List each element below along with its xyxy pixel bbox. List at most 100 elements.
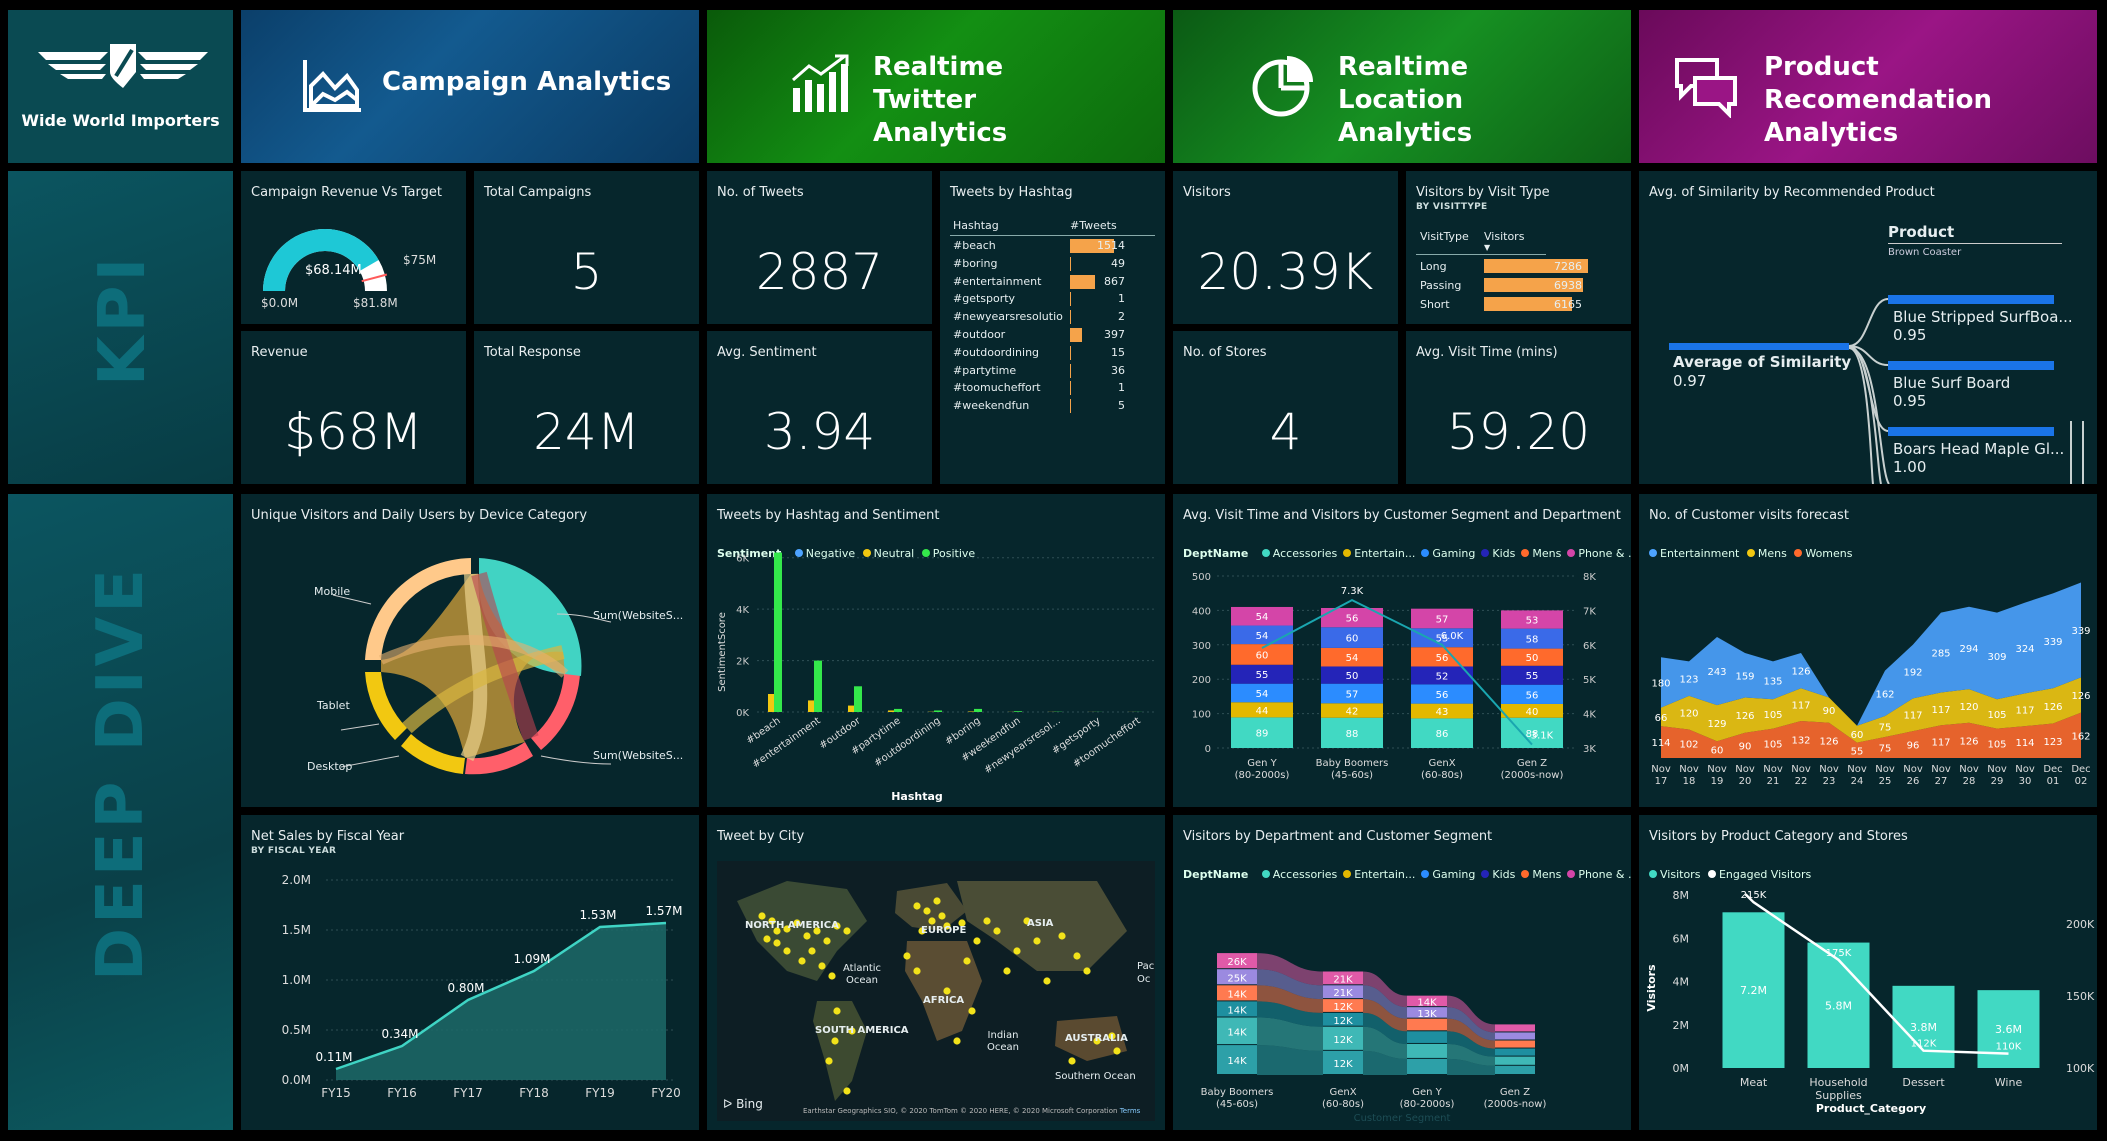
total-campaigns-card[interactable]: Total Campaigns 5 xyxy=(474,171,699,324)
legend-item[interactable]: Mens xyxy=(1757,547,1787,560)
legend-item[interactable]: Accessories xyxy=(1272,868,1338,881)
legend-item[interactable]: Entertain... xyxy=(1354,547,1416,560)
header-twitter-analytics[interactable]: Realtime Twitter Analytics xyxy=(707,10,1165,163)
legend-item[interactable]: Womens xyxy=(1805,547,1853,560)
campaign-revenue-gauge-card[interactable]: Campaign Revenue Vs Target $68.14M $75M … xyxy=(241,171,466,324)
tweets-count-card[interactable]: No. of Tweets 2887 xyxy=(707,171,932,324)
legend-item[interactable]: Mens xyxy=(1532,868,1562,881)
header-location-analytics[interactable]: Realtime Location Analytics xyxy=(1173,10,1631,163)
legend-item[interactable]: Entertainment xyxy=(1660,547,1740,560)
net-sales-chart[interactable]: Net Sales by Fiscal Year BY FISCAL YEAR … xyxy=(241,815,699,1130)
visitors-by-visit-type-card[interactable]: Visitors by Visit Type BY VISITTYPE Visi… xyxy=(1406,171,1631,324)
table-row[interactable]: #toomucheffort 1 xyxy=(950,379,1155,396)
visitors-card[interactable]: Visitors 20.39K xyxy=(1173,171,1398,324)
total-response-card[interactable]: Total Response 24M xyxy=(474,331,699,484)
hashtag-cell: #weekendfun xyxy=(953,399,1030,413)
value-label: 1.57M xyxy=(645,904,682,918)
visit-time-segment-chart[interactable]: Avg. Visit Time and Visitors by Customer… xyxy=(1173,494,1631,807)
x-tick-label: #entertainment xyxy=(751,715,823,770)
revenue-card[interactable]: Revenue $68M xyxy=(241,331,466,484)
x-tick-label: #newyearsresol... xyxy=(982,715,1062,776)
table-row[interactable]: #outdoordining 15 xyxy=(950,344,1155,361)
table-row[interactable]: #boring 49 xyxy=(950,255,1155,272)
root-label[interactable]: Average of Similarity xyxy=(1673,353,1852,371)
ribbon-chart[interactable]: 26K25K14K14K14K14K21K21K12K12K12K12K14K1… xyxy=(1173,815,1631,1130)
table-row[interactable]: #weekendfun 5 xyxy=(950,397,1155,414)
table-row[interactable]: #entertainment 867 xyxy=(950,273,1155,290)
terms-link[interactable]: Terms xyxy=(1119,1107,1141,1115)
legend-item[interactable]: Visitors xyxy=(1660,868,1701,881)
deep-dive-section-label: DEEP DIVE xyxy=(8,494,233,1130)
chord-diagram[interactable] xyxy=(241,494,699,807)
avg-visit-time-card[interactable]: Avg. Visit Time (mins) 59.20 xyxy=(1406,331,1631,484)
stores-card[interactable]: No. of Stores 4 xyxy=(1173,331,1398,484)
legend-item[interactable]: Neutral xyxy=(873,547,915,560)
bar-label: 7.2M xyxy=(1740,984,1767,997)
legend-item[interactable]: Negative xyxy=(805,547,856,560)
legend-item[interactable]: Kids xyxy=(1492,868,1516,881)
segment-stacked-chart[interactable]: 0 3K 100 4K 200 5K 300 6K 400 7K 500 8K 89 44 54 55 60 54… xyxy=(1173,494,1631,807)
credits-text: Earthstar Geographics SIO, © 2020 TomTom… xyxy=(803,1107,1118,1115)
table-row[interactable]: #outdoor 397 xyxy=(950,326,1155,343)
dept-segment-ribbon-chart[interactable]: Visitors by Department and Customer Segm… xyxy=(1173,815,1631,1130)
table-row[interactable]: #newyearsresolutio 2 xyxy=(950,308,1155,325)
product-combo-chart[interactable]: 0M 2M 4M 6M 8M 100K 150K 200K Visitors 7.2M Meat 5.… xyxy=(1639,815,2097,1130)
device-category-chord-chart[interactable]: Unique Visitors and Daily Users by Devic… xyxy=(241,494,699,807)
level-title[interactable]: Product xyxy=(1888,223,1955,241)
avg-sentiment-card[interactable]: Avg. Sentiment 3.94 xyxy=(707,331,932,484)
table-row[interactable]: #partytime 36 xyxy=(950,362,1155,379)
segment-label: 14K xyxy=(1227,989,1247,1000)
legend-dot xyxy=(1261,549,1270,557)
data-bar xyxy=(1070,310,1071,325)
legend-item[interactable]: Mens xyxy=(1532,547,1562,560)
header-product-recommendation[interactable]: Product Recomendation Analytics xyxy=(1639,10,2097,163)
legend-item[interactable]: Entertain... xyxy=(1354,868,1416,881)
legend-item[interactable]: Phone & ... xyxy=(1578,547,1631,560)
forecast-ribbon-chart[interactable]: 114 102 60 90 105 132 126 55 75 96 117 126 105 114 123… xyxy=(1639,494,2097,807)
table-row[interactable]: Passing 6938 xyxy=(1416,276,1621,294)
legend-item[interactable]: Phone & ... xyxy=(1578,868,1631,881)
similarity-decomposition-tree[interactable]: Avg. of Similarity by Recommended Produc… xyxy=(1639,171,2097,484)
ribbon-band xyxy=(1447,995,1495,1033)
ribbon-column-segment xyxy=(1323,1026,1363,1050)
data-bar xyxy=(1070,292,1071,307)
sentiment-bar-chart[interactable]: 0K2K4K6KSentimentScore#beach#entertainme… xyxy=(707,494,1165,807)
sort-desc-icon[interactable]: ▼ xyxy=(1484,243,1491,252)
header-campaign-analytics[interactable]: Campaign Analytics xyxy=(241,10,699,163)
legend-item[interactable]: Gaming xyxy=(1432,868,1476,881)
legend-item[interactable]: Positive xyxy=(932,547,976,560)
stack-segment xyxy=(1411,666,1473,685)
node-label[interactable]: Boars Head Maple Gl... xyxy=(1893,440,2065,458)
node-label[interactable]: Blue Stripped SurfBoa... xyxy=(1893,308,2073,326)
stack-segment xyxy=(1231,664,1293,684)
node-value: 0.95 xyxy=(1893,392,1927,410)
product-category-chart[interactable]: Visitors by Product Category and Stores … xyxy=(1639,815,2097,1130)
node-label[interactable]: Blue Surf Board xyxy=(1893,374,2011,392)
col-header-hashtag[interactable]: Hashtag xyxy=(953,219,999,232)
table-row[interactable]: #beach 1514 xyxy=(950,237,1155,254)
ribbon-label: 75 xyxy=(1879,744,1892,755)
legend-item[interactable]: Gaming xyxy=(1432,547,1476,560)
legend-item[interactable]: Kids xyxy=(1492,547,1516,560)
map-label: ASIA xyxy=(1027,918,1054,929)
tweets-sentiment-chart[interactable]: Tweets by Hashtag and Sentiment Sentimen… xyxy=(707,494,1165,807)
col-header-visitors[interactable]: Visitors xyxy=(1484,230,1525,243)
ribbon-label: 66 xyxy=(1655,713,1668,724)
segment-label: 44 xyxy=(1256,706,1269,717)
table-row[interactable]: Short 6165 xyxy=(1416,295,1621,313)
tweet-by-city-map[interactable]: Tweet by City NORTH AMERICA EUROPE ASIA … xyxy=(707,815,1165,1130)
table-row[interactable]: #getsporty 1 xyxy=(950,290,1155,307)
value-label: 0.34M xyxy=(381,1027,418,1041)
bar-label: 3.8M xyxy=(1910,1021,1937,1034)
table-row[interactable]: Long 7286 xyxy=(1416,257,1621,275)
legend-item[interactable]: Engaged Visitors xyxy=(1718,868,1812,881)
line-series xyxy=(1744,893,2009,1055)
hashtag-cell: #partytime xyxy=(953,363,1017,377)
customer-visits-forecast-chart[interactable]: No. of Customer visits forecast Entertai… xyxy=(1639,494,2097,807)
tweets-by-hashtag-table[interactable]: Tweets by Hashtag Hashtag #Tweets #beach… xyxy=(940,171,1165,484)
ribbon-band xyxy=(1257,969,1323,1000)
net-sales-area-chart[interactable]: 0.0M 0.5M 1.0M 1.5M 2.0M 0.11M FY15 0.34M FY16 0.… xyxy=(241,815,699,1130)
col-header-tweets[interactable]: #Tweets xyxy=(1070,219,1117,232)
legend-item[interactable]: Accessories xyxy=(1272,547,1338,560)
col-header-visittype[interactable]: VisitType xyxy=(1420,230,1469,243)
